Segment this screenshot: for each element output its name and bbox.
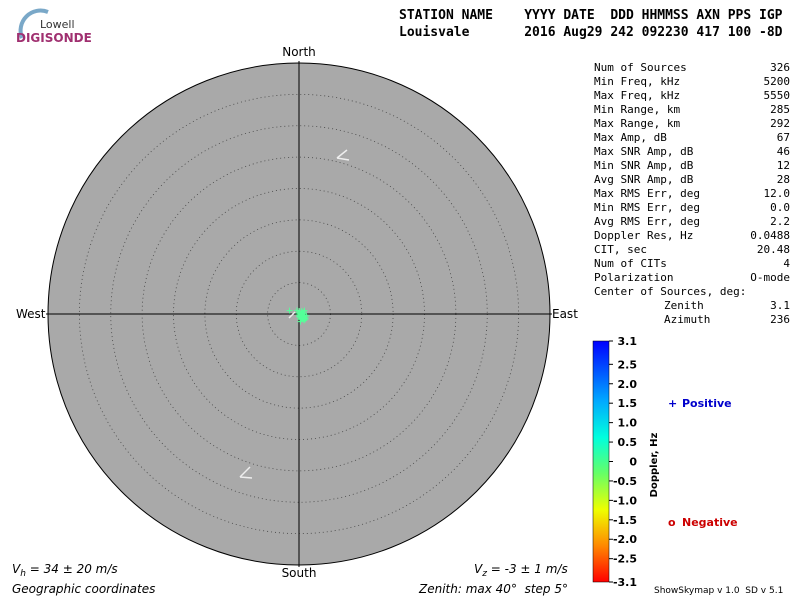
stat-value: 12 [777,159,790,172]
colorbar-tick-label: 0 [629,456,637,469]
colorbar-tick-label: -1.0 [613,494,637,507]
colorbar-tick-label: -1.5 [613,514,637,527]
stat-label: Max SNR Amp, dB [594,145,694,158]
stat-label: Num of CITs [594,257,667,270]
zenith-label: Zenith: max 40° step 5° [418,582,568,596]
negative-symbol: o [668,516,676,529]
stat-label: CIT, sec [594,243,647,256]
center-title: Center of Sources, deg: [594,285,746,298]
stat-value: 326 [770,61,790,74]
stat-label: Max Freq, kHz [594,89,680,102]
stat-label: Doppler Res, Hz [594,229,693,242]
colorbar [592,340,610,583]
direction-label: East [552,307,578,321]
stat-value: 46 [777,145,790,158]
stat-value: 12.0 [764,187,791,200]
stat-value: 0.0488 [750,229,790,242]
stat-label: Max Amp, dB [594,131,667,144]
colorbar-tick-label: 1.0 [618,417,638,430]
source-point [286,307,293,314]
coords-label: Geographic coordinates [12,582,155,596]
stat-label: Min Freq, kHz [594,75,680,88]
stat-value: 5550 [764,89,791,102]
stat-label: Min RMS Err, deg [594,201,700,214]
center-value: 3.1 [770,299,790,312]
header-values: Louisvale 2016 Aug29 242 092230 417 100 … [399,25,783,40]
vz-label: Vz = -3 ± 1 m/s [474,562,568,579]
version-label: ShowSkymap v 1.0 SD v 5.1 [654,586,783,596]
stat-value: 28 [777,173,790,186]
colorbar-tick-label: -2.5 [613,553,637,566]
stat-label: Max RMS Err, deg [594,187,700,200]
vh-label: Vh = 34 ± 20 m/s [12,562,118,579]
center-label: Azimuth [664,313,710,326]
stat-label: Avg SNR Amp, dB [594,173,694,186]
source-point [298,313,305,320]
colorbar-tick-label: 3.1 [618,335,638,348]
stat-value: 5200 [764,75,791,88]
stat-value: 285 [770,103,790,116]
center-label: Zenith [664,299,704,312]
stat-value: 4 [783,257,790,270]
stat-value: 2.2 [770,215,790,228]
center-value: 236 [770,313,790,326]
colorbar-tick-label: -2.0 [613,533,637,546]
velocity-marker [239,149,350,479]
positive-label: Positive [682,397,732,410]
direction-label: South [282,566,317,580]
stat-label: Avg RMS Err, deg [594,215,700,228]
header-labels: STATION NAME YYYY DATE DDD HHMMSS AXN PP… [399,8,783,23]
stat-value: 0.0 [770,201,790,214]
colorbar-tick-label: 2.5 [618,358,638,371]
positive-symbol: + [668,397,677,410]
colorbar-tick-label: -0.5 [613,475,637,488]
colorbar-tick-label: 2.0 [618,378,638,391]
logo-arc [18,8,49,39]
stat-label: Max Range, km [594,117,680,130]
stat-value: 20.48 [757,243,790,256]
colorbar-tick-label: 1.5 [618,397,638,410]
logo-text: Lowell [40,18,75,31]
colorbar-tick-label: -3.1 [613,576,637,589]
stat-label: Min SNR Amp, dB [594,159,694,172]
direction-label: West [16,307,46,321]
negative-label: Negative [682,516,738,529]
colorbar-tick-label: 0.5 [618,436,638,449]
stat-value: 292 [770,117,790,130]
logo-text: DIGISONDE [16,31,92,45]
stat-label: Num of Sources [594,61,687,74]
stat-value: O-mode [750,271,790,284]
colorbar-title: Doppler, Hz [649,433,660,498]
stat-label: Min Range, km [594,103,680,116]
stat-value: 67 [777,131,790,144]
direction-label: North [282,45,316,59]
stat-label: Polarization [594,271,673,284]
